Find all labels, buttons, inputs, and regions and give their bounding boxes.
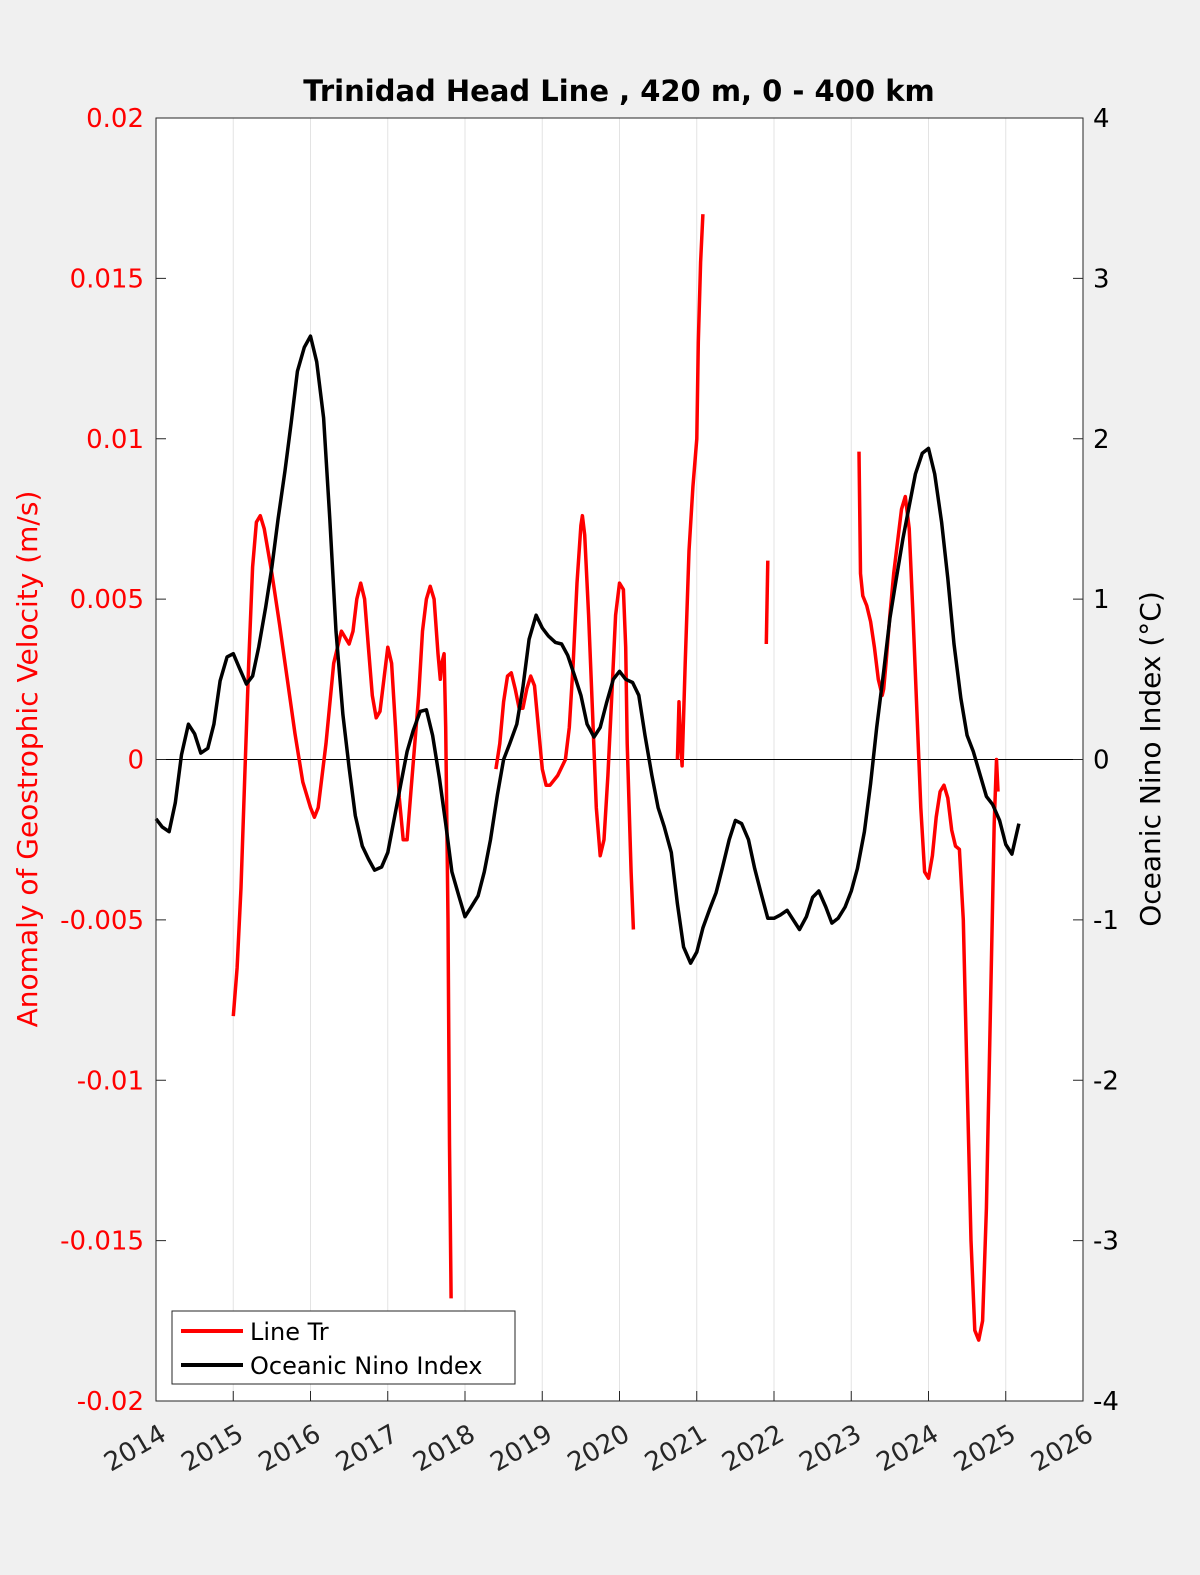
y-right-tick-label: -2 [1093,1066,1119,1096]
y-left-tick-label: 0.005 [70,585,144,615]
series-layer [154,214,1021,1342]
y-right-tick-label: -3 [1093,1227,1119,1257]
x-tick-label: 2025 [949,1419,1021,1478]
y-right-tick-label: 2 [1093,425,1110,455]
x-tick-label: 2019 [485,1419,557,1478]
legend: Line Tr Oceanic Nino Index [171,1310,516,1385]
y-left-tick-label: 0 [127,746,144,776]
series-line-line-tr [675,214,705,768]
y-left-tick-label: -0.005 [60,906,144,936]
y-left-tick-label: -0.02 [77,1387,144,1417]
y-right-tick-label: 3 [1093,264,1110,294]
series-line-line-tr [764,560,770,645]
legend-label-line-tr: Line Tr [250,1318,329,1346]
y-left-tick-label: -0.015 [60,1227,144,1257]
legend-label-oni: Oceanic Nino Index [250,1352,482,1380]
x-tick-label: 2026 [1026,1419,1098,1478]
x-tick-label: 2024 [872,1419,944,1478]
y-right-tick-label: 1 [1093,585,1110,615]
y-right-tick-label: 4 [1093,104,1110,134]
series-line-oceanic-nino-index [154,334,1021,965]
x-tick-label: 2023 [794,1419,866,1478]
y-right-tick-label: 0 [1093,746,1110,776]
right-y-axis-label: Oceanic Nino Index (°C) [1134,591,1167,927]
y-left-tick-label: 0.015 [70,264,144,294]
chart-title: Trinidad Head Line , 420 m, 0 - 400 km [303,74,934,108]
y-right-tick-label: -1 [1093,906,1119,936]
x-tick-label: 2014 [99,1419,171,1478]
y-left-tick-label: 0.02 [86,104,144,134]
x-tick-label: 2018 [408,1419,480,1478]
y-right-tick-label: -4 [1093,1387,1119,1417]
x-tick-label: 2016 [254,1419,326,1478]
x-tick-label: 2021 [640,1419,712,1478]
x-tick-label: 2022 [717,1419,789,1478]
legend-box [171,1310,516,1385]
x-tick-label: 2020 [563,1419,635,1478]
left-y-axis-label: Anomaly of Geostrophic Velocity (m/s) [11,491,44,1028]
y-left-tick-label: 0.01 [86,425,144,455]
x-tick-label: 2015 [176,1419,248,1478]
series-line-line-tr [231,513,453,1299]
x-tick-label: 2017 [331,1419,403,1478]
y-left-tick-label: -0.01 [77,1066,144,1096]
